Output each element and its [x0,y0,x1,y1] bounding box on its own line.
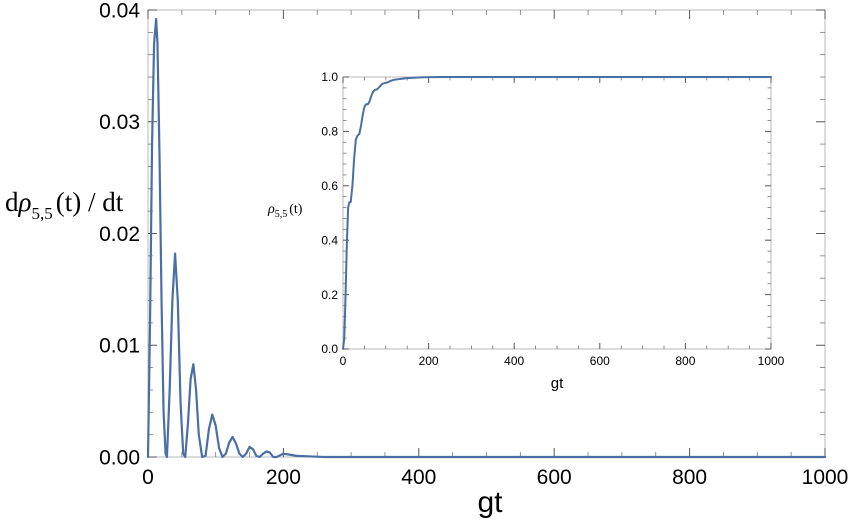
main-x-tick-labels: 0 200 400 600 800 1000 [142,466,848,489]
inset-plot: 0.00.20.40.60.81.0 0 200 400 600 800 1000 gt … [258,60,788,398]
main-y-tick-labels: 0.00 0.01 0.02 0.03 0.04 [99,0,140,469]
x-tick-label: 600 [590,354,610,368]
x-tick-label: 1000 [802,466,849,489]
y-tick-label: 0.6 [321,179,338,193]
y-tick-label: 0.00 [99,446,140,469]
main-y-axis-label: dρ5,5 (t) / dt [5,187,124,223]
main-series-line [146,17,827,459]
main-tick-marks [147,9,826,458]
y-tick-label: 0.01 [99,335,140,358]
x-tick-label: 1000 [758,354,785,368]
x-tick-label: 200 [419,354,439,368]
y-tick-label: 0.4 [321,233,338,247]
y-tick-label: 0.03 [99,111,140,134]
x-tick-label: 400 [504,354,524,368]
inset-x-tick-labels: 0 200 400 600 800 1000 [340,354,785,368]
main-plot: 0.000.010.020.030.04 0 200 400 600 800 1000 g… [5,0,848,519]
y-tick-label: 0.8 [321,125,338,139]
x-tick-label: 200 [266,466,301,489]
x-tick-label: 400 [401,466,436,489]
y-tick-label: 0.0 [321,342,338,356]
x-tick-label: 0 [142,466,154,489]
main-x-axis-label: gt [477,486,503,519]
inset-series-line [342,76,772,350]
y-tick-label: 0.2 [321,288,338,302]
x-tick-label: 600 [537,466,572,489]
inset-y-tick-labels: 0.0 0.2 0.4 0.6 0.8 1.0 [321,70,338,356]
y-tick-label: 0.02 [99,223,140,246]
inset-y-axis-label: ρ5,5 (t) [267,202,303,220]
inset-x-axis-label: gt [551,375,564,392]
x-tick-label: 0 [340,354,347,368]
x-tick-label: 800 [675,354,695,368]
x-tick-label: 800 [672,466,707,489]
y-tick-label: 0.04 [99,0,140,22]
y-tick-label: 1.0 [321,70,338,84]
